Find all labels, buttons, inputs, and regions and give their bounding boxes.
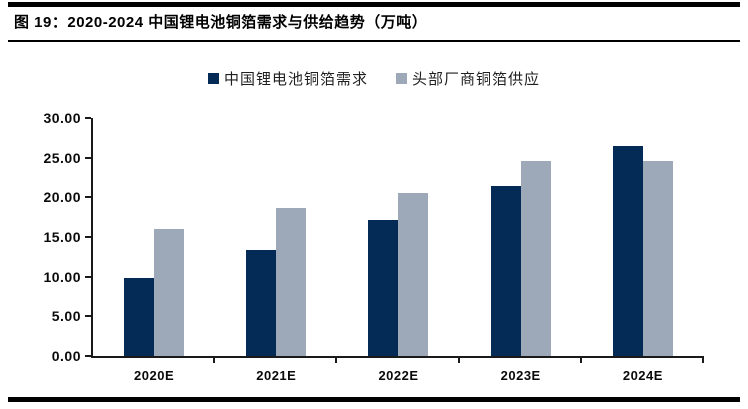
y-axis-tick-mark (85, 315, 91, 318)
bar-demand-2024E (612, 145, 643, 356)
y-axis-tick-label: 15.00 (43, 229, 81, 245)
y-axis-tick-label: 30.00 (43, 110, 81, 126)
title-divider-rule (8, 40, 740, 42)
x-axis-tick-mark (457, 356, 460, 363)
y-axis-tick-label: 25.00 (43, 149, 81, 166)
bar-group-2021E (215, 118, 337, 356)
x-axis-tick-mark (335, 356, 338, 363)
bar-group-2020E (93, 118, 215, 356)
x-axis-tick-mark (213, 356, 216, 363)
legend-label-supply: 头部厂商铜箔供应 (412, 70, 541, 88)
legend-swatch-supply-icon (396, 73, 407, 84)
legend-swatch-demand-icon (207, 73, 219, 84)
legend-label-demand: 中国锂电池铜箔需求 (223, 70, 368, 88)
bar-demand-2023E (490, 186, 521, 356)
x-axis-tick-mark (702, 356, 704, 363)
bar-group-2022E (337, 118, 459, 356)
y-axis-tick-mark (85, 196, 91, 199)
y-axis-tick-mark (85, 355, 91, 357)
x-axis-tick-label: 2023E (500, 368, 541, 383)
bar-supply-2024E (642, 160, 673, 356)
bar-supply-2022E (398, 192, 429, 356)
y-axis-tick-mark (85, 117, 91, 119)
plot-area: 0.00 5.00 10.00 15.00 20.00 25.00 30.00 2020E 20… (43, 111, 704, 383)
bar-group-2023E (460, 118, 582, 356)
bar-demand-2022E (368, 220, 399, 356)
bar-demand-2021E (246, 249, 277, 356)
x-axis-tick-label: 2021E (256, 368, 297, 383)
y-axis-tick-mark (85, 275, 91, 278)
legend-item-demand: 中国锂电池铜箔需求 (207, 68, 368, 89)
y-axis-tick-label: 5.00 (51, 308, 81, 325)
legend-item-supply: 头部厂商铜箔供应 (396, 68, 540, 89)
x-axis-tick-label: 2020E (134, 368, 175, 383)
bar-group-2024E (582, 118, 704, 356)
bar-demand-2020E (124, 278, 155, 356)
bar-supply-2020E (154, 229, 185, 356)
y-axis-tick-label: 0.00 (51, 348, 81, 364)
y-axis-tick-mark (85, 156, 91, 159)
x-axis-tick-label: 2022E (378, 368, 419, 383)
bottom-rule (8, 397, 740, 402)
chart-legend: 中国锂电池铜箔需求 头部厂商铜箔供应 (0, 68, 748, 89)
y-axis-tick-mark (85, 236, 91, 238)
bar-supply-2021E (276, 208, 307, 356)
bar-supply-2023E (520, 160, 551, 356)
x-axis-tick-label: 2024E (622, 368, 663, 383)
y-axis-tick-label: 20.00 (43, 189, 81, 206)
y-axis-tick-label: 10.00 (43, 268, 81, 285)
top-rule (8, 2, 740, 7)
x-axis-tick-mark (579, 356, 582, 363)
figure-title: 图 19：2020-2024 中国锂电池铜箔需求与供给趋势（万吨） (14, 14, 428, 31)
